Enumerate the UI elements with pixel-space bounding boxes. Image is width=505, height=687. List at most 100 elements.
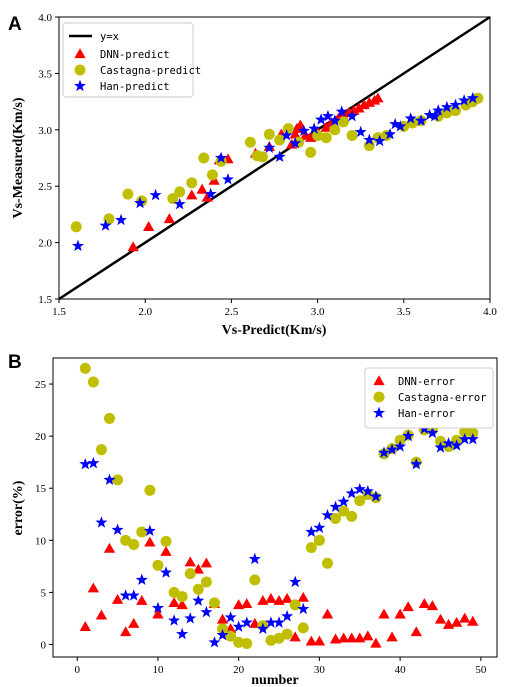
chart-b-x-tick-label-2: 20 xyxy=(233,664,245,676)
chart-b-s1-point-15 xyxy=(200,576,212,588)
chart-b-x-tick-label-0: 0 xyxy=(74,664,80,676)
chart-b-s2-point-22 xyxy=(256,622,269,634)
chart-a-s2-point-5 xyxy=(173,197,186,210)
chart-b-x-tick-label-1: 10 xyxy=(152,664,164,676)
chart-a-s2-point-15 xyxy=(315,113,328,125)
chart-a-legend-label-1: Castagna-predict xyxy=(100,65,201,77)
chart-b-marks xyxy=(79,362,479,649)
chart-a-s0-point-28 xyxy=(372,92,384,103)
chart-a-s1-point-17 xyxy=(305,146,317,158)
chart-a-y-tick-label-4: 3.5 xyxy=(38,68,52,80)
chart-b-y-tick-label-1: 5 xyxy=(41,587,47,599)
chart-b-s2-point-31 xyxy=(329,500,342,513)
chart-a-s1-point-4 xyxy=(167,193,179,205)
chart-b-s1-point-13 xyxy=(184,568,196,580)
chart-b-y-tick-label-5: 25 xyxy=(35,379,47,391)
chart-a-series-1 xyxy=(70,92,484,233)
chart-b-s0-point-24 xyxy=(273,594,285,605)
chart-b-s2-point-0 xyxy=(79,457,92,470)
chart-b: 0 10 20 30 40 50 0 5 10 15 20 25 number error(%) DN… xyxy=(11,357,498,687)
chart-b-legend-box xyxy=(364,367,494,429)
chart-b-legend-marker-2 xyxy=(372,406,386,419)
chart-b-s1-point-25 xyxy=(281,628,293,640)
chart-a-s0-point-29 xyxy=(289,128,301,139)
chart-a-s1-point-8 xyxy=(206,169,218,181)
chart-b-s1-point-28 xyxy=(305,542,317,554)
chart-a-s1-point-22 xyxy=(346,129,358,141)
chart-b-s2-point-3 xyxy=(103,473,116,486)
chart-b-s1-point-10 xyxy=(160,535,172,547)
chart-b-s2-point-35 xyxy=(361,485,374,497)
chart-a-x-tick-label-3: 3.0 xyxy=(311,306,325,318)
chart-b-x-tick-label-3: 30 xyxy=(314,664,326,676)
chart-b-s1-point-20 xyxy=(241,637,253,649)
chart-b-y-tick-label-0: 0 xyxy=(41,639,47,651)
chart-a-s2-point-21 xyxy=(363,133,376,146)
chart-b-s0-point-15 xyxy=(200,557,213,568)
chart-a-s0-point-5 xyxy=(201,191,213,202)
chart-b-s2-point-6 xyxy=(127,589,140,601)
chart-b-s2-point-47 xyxy=(458,432,471,445)
chart-b-s2-point-45 xyxy=(442,437,455,449)
chart-b-s1-point-27 xyxy=(297,622,309,634)
chart-b-s1-point-8 xyxy=(144,484,156,496)
chart-b-s2-point-39 xyxy=(394,440,407,452)
chart-a-s2-point-16 xyxy=(321,109,334,122)
chart-b-s0-point-23 xyxy=(265,592,277,603)
chart-a-s2-point-0 xyxy=(71,239,84,252)
chart-b-s0-point-12 xyxy=(176,599,188,610)
chart-a-s2-point-33 xyxy=(428,109,441,122)
chart-b-s2-point-16 xyxy=(208,636,221,648)
chart-b-s0-point-5 xyxy=(119,626,132,637)
chart-b-s0-point-10 xyxy=(160,546,172,556)
chart-a-s0-point-0 xyxy=(127,241,139,252)
chart-b-s0-point-0 xyxy=(79,621,91,631)
chart-a-s2-point-1 xyxy=(99,219,112,231)
chart-a-s1-point-18 xyxy=(312,129,324,141)
chart-b-s1-point-0 xyxy=(79,362,91,374)
chart-b-s0-point-32 xyxy=(337,632,350,643)
chart-a-s2-point-28 xyxy=(432,104,445,116)
chart-b-s2-point-46 xyxy=(450,439,463,451)
chart-a-series-2 xyxy=(71,91,479,252)
chart-b-s0-point-40 xyxy=(402,601,414,612)
chart-a-s2-point-30 xyxy=(449,98,462,111)
chart-b-s2-point-30 xyxy=(321,508,334,521)
chart-a-s2-point-13 xyxy=(297,124,310,137)
chart-a-s2-point-24 xyxy=(394,120,407,132)
chart-b-y-tick-label-3: 15 xyxy=(35,483,47,495)
chart-a-s2-point-11 xyxy=(280,129,293,141)
chart-a-s1-point-14 xyxy=(274,134,286,146)
chart-b-s0-point-46 xyxy=(450,616,463,627)
chart-a-s0-point-3 xyxy=(186,189,198,200)
chart-b-s1-point-33 xyxy=(346,510,358,522)
chart-b-s1-point-16 xyxy=(208,597,220,609)
chart-b-s0-point-8 xyxy=(144,536,156,547)
chart-a-x-tick-label-1: 2.0 xyxy=(138,306,152,318)
chart-b-y-tick-label-4: 20 xyxy=(35,431,47,443)
chart-b-y-axis-label: error(%) xyxy=(11,480,26,535)
chart-b-s2-point-29 xyxy=(313,521,326,533)
chart-b-s1-point-2 xyxy=(95,444,107,456)
chart-b-s2-point-1 xyxy=(87,456,100,469)
chart-a-s1-point-5 xyxy=(174,186,186,198)
chart-b-s2-point-37 xyxy=(377,446,390,458)
chart-b-s2-point-4 xyxy=(111,523,124,536)
chart-b-s1-point-14 xyxy=(192,583,204,595)
chart-a-s2-point-2 xyxy=(115,213,128,226)
legend-yx-label: y=x xyxy=(100,31,119,43)
chart-b-s2-point-17 xyxy=(216,628,229,641)
chart-a-s2-point-20 xyxy=(354,125,367,138)
chart-b-s1-point-34 xyxy=(354,495,366,507)
chart-a-y-tick-label-2: 2.5 xyxy=(38,181,52,193)
chart-b-s1-point-47 xyxy=(459,426,471,438)
chart-a-s0-point-24 xyxy=(353,102,365,113)
chart-b-s2-point-21 xyxy=(248,552,261,565)
chart-b-s2-point-9 xyxy=(151,601,164,614)
chart-b-s0-point-13 xyxy=(184,556,196,567)
chart-a-legend-marker-1 xyxy=(74,64,86,76)
chart-b-s0-point-36 xyxy=(370,637,382,648)
chart-a-s2-point-4 xyxy=(149,188,162,201)
chart-b-s2-point-8 xyxy=(143,524,156,537)
chart-b-ticks: 0 10 20 30 40 50 0 5 10 15 20 25 xyxy=(35,379,487,676)
